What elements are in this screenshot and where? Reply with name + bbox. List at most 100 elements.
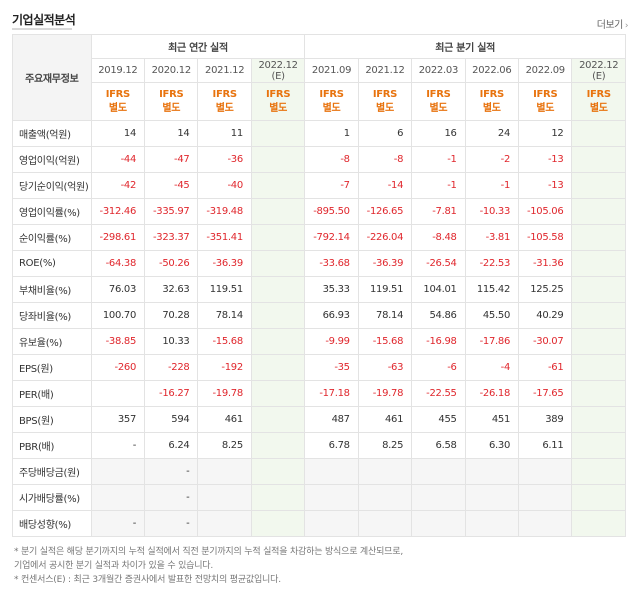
table-cell — [571, 302, 626, 329]
table-cell: 78.14 — [197, 302, 252, 329]
table-cell: -36.39 — [197, 250, 252, 277]
table-cell: 461 — [357, 406, 413, 433]
table-cell — [250, 172, 306, 199]
table-cell: -36.39 — [357, 250, 413, 277]
table-cell — [304, 484, 359, 511]
table-cell: -38.85 — [90, 328, 146, 355]
table-cell — [571, 406, 626, 433]
table-cell: -895.50 — [304, 198, 359, 225]
table-row: 시가배당률(%) - — [12, 484, 626, 511]
quarter-group-header: 최근 분기 실적 — [304, 34, 626, 59]
table-cell: -1 — [464, 172, 520, 199]
table-row: EPS(원) -260 -228 -192 -35 -63 -6 -4 -61 — [12, 354, 626, 381]
table-cell — [304, 458, 359, 485]
table-cell — [304, 510, 359, 537]
table-cell: 12 — [518, 120, 573, 147]
table-cell: -228 — [144, 354, 199, 381]
table-cell: 115.42 — [464, 276, 520, 303]
table-cell — [250, 120, 306, 147]
table-cell: 6.24 — [144, 432, 199, 459]
table-cell — [250, 250, 306, 277]
period-header: 2021.12 — [197, 58, 252, 83]
table-cell: 389 — [518, 406, 573, 433]
table-cell: -260 — [90, 354, 146, 381]
table-cell — [250, 146, 306, 173]
basis-header: IFRS 별도 — [144, 82, 199, 121]
table-cell — [571, 380, 626, 407]
table-cell: - — [90, 510, 146, 537]
table-cell: -22.53 — [464, 250, 520, 277]
table-row: 유보율(%) -38.85 10.33 -15.68 -9.99 -15.68 -16.98… — [12, 328, 626, 355]
table-cell: -335.97 — [144, 198, 199, 225]
basis-header: IFRS 별도 — [464, 82, 520, 121]
table-cell — [250, 224, 306, 251]
table-cell — [571, 224, 626, 251]
table-cell — [571, 354, 626, 381]
table-cell: -16.27 — [144, 380, 199, 407]
table-cell: 455 — [411, 406, 466, 433]
table-cell: 24 — [464, 120, 520, 147]
table-cell: - — [144, 484, 199, 511]
table-cell — [464, 484, 520, 511]
table-row: 영업이익률(%) -312.46 -335.97 -319.48 -895.50 -126… — [12, 198, 626, 225]
table-cell: 14 — [90, 120, 146, 147]
table-cell: -31.36 — [518, 250, 573, 277]
row-label: 주당배당금(원) — [12, 458, 92, 485]
table-cell — [571, 146, 626, 173]
more-label: 더보기 — [596, 20, 624, 31]
basis-header: IFRS 별도 — [518, 82, 573, 121]
more-link[interactable]: 더보기 › — [596, 16, 629, 31]
period-header: 2021.12 — [357, 58, 413, 83]
table-cell — [571, 250, 626, 277]
table-cell: 119.51 — [197, 276, 252, 303]
table-cell: 119.51 — [357, 276, 413, 303]
chevron-right-icon: › — [624, 21, 629, 31]
table-row: PBR(배) -6.24 8.25 6.78 8.25 6.58 6.30 6.11 — [12, 432, 626, 459]
table-cell: 6 — [357, 120, 413, 147]
table-cell — [197, 458, 252, 485]
row-label: 배당성향(%) — [12, 510, 92, 537]
table-cell: 11 — [197, 120, 252, 147]
table-cell — [197, 510, 252, 537]
table-cell: 6.78 — [304, 432, 359, 459]
table-cell: -105.58 — [518, 224, 573, 251]
period-header: 2022.06 — [464, 58, 520, 83]
basis-header: IFRS 별도 — [90, 82, 146, 121]
basis-header: IFRS 별도 — [357, 82, 413, 121]
table-cell: 35.33 — [304, 276, 359, 303]
table-cell — [90, 458, 146, 485]
table-cell: 10.33 — [144, 328, 199, 355]
row-label: 당기순이익(억원) — [12, 172, 92, 199]
section-title: 기업실적분석 — [12, 13, 76, 27]
table-cell: -2 — [464, 146, 520, 173]
financial-table: 주요재무정보 최근 연간 실적 최근 분기 실적 2019.12 2020.12 2… — [12, 34, 626, 537]
table-body: 매출액(억원) 14 14 11 1 6 16 24 12 영업이익(억원) -44 -47 -36 -8… — [12, 120, 626, 537]
table-cell: -312.46 — [90, 198, 146, 225]
table-cell: -7.81 — [411, 198, 466, 225]
table-row: ROE(%) -64.38 -50.26 -36.39 -33.68 -36.39 -26.… — [12, 250, 626, 277]
table-cell: -10.33 — [464, 198, 520, 225]
table-cell — [571, 432, 626, 459]
table-cell: -19.78 — [357, 380, 413, 407]
footnote-3: * 컨센서스(E) : 최근 3개월간 증권사에서 발표한 전망치의 평균값입니… — [14, 575, 281, 585]
table-cell: -4 — [464, 354, 520, 381]
table-cell: -33.68 — [304, 250, 359, 277]
table-cell: -14 — [357, 172, 413, 199]
row-header-label: 주요재무정보 — [12, 34, 92, 121]
table-cell — [571, 172, 626, 199]
table-cell: 6.58 — [411, 432, 466, 459]
table-row: PER(배) -16.27 -19.78 -17.18 -19.78 -22.55 -26.… — [12, 380, 626, 407]
table-cell — [464, 510, 520, 537]
table-cell — [250, 354, 306, 381]
table-cell: -36 — [197, 146, 252, 173]
table-cell: -3.81 — [464, 224, 520, 251]
table-row: 부채비율(%) 76.03 32.63 119.51 35.33 119.51 104.01… — [12, 276, 626, 303]
table-cell — [571, 510, 626, 537]
table-cell: -126.65 — [357, 198, 413, 225]
table-row: 당좌비율(%) 100.70 70.28 78.14 66.93 78.14 54.86 45… — [12, 302, 626, 329]
table-cell — [90, 484, 146, 511]
table-cell: 45.50 — [464, 302, 520, 329]
table-cell — [571, 198, 626, 225]
table-cell — [250, 484, 306, 511]
